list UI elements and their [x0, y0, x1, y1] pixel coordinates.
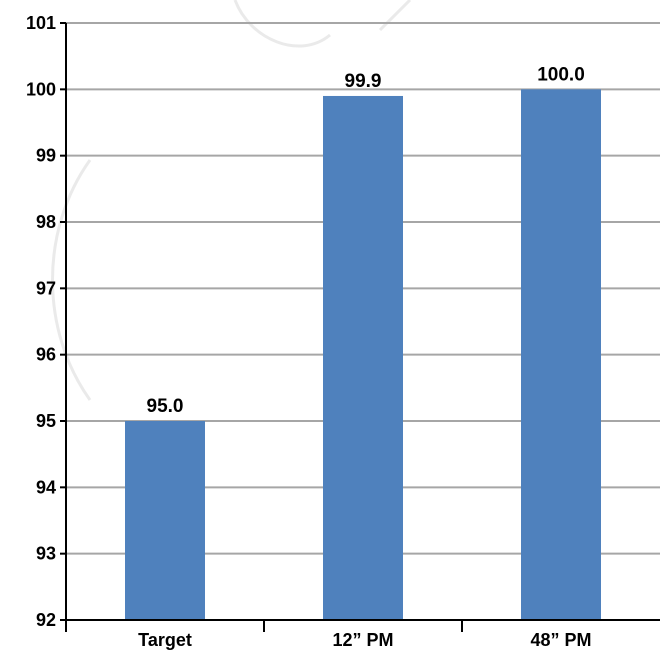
y-tick-label: 98 [36, 212, 56, 232]
y-tick-label: 97 [36, 278, 56, 298]
y-tick-label: 100 [26, 79, 56, 99]
y-tick-label: 101 [26, 13, 56, 33]
watermark [51, 0, 412, 401]
bar [323, 95, 403, 620]
y-tick-label: 99 [36, 146, 56, 166]
x-tick-label: Target [138, 630, 192, 650]
y-tick-label: 96 [36, 345, 56, 365]
data-labels: 95.0 99.9 100.0 [147, 64, 585, 417]
bar [521, 89, 601, 621]
data-label: 95.0 [147, 396, 184, 417]
y-tick-label: 92 [36, 610, 56, 630]
data-label: 99.9 [345, 71, 382, 92]
y-tick-label: 94 [36, 477, 56, 497]
x-tick-label: 12” PM [332, 630, 393, 650]
x-tick-label: 48” PM [530, 630, 591, 650]
bars [125, 89, 601, 621]
axes [60, 22, 660, 632]
y-tick-labels: 92 93 94 95 96 97 98 99 100 101 [26, 13, 56, 630]
bar [125, 421, 205, 620]
y-tick-label: 93 [36, 544, 56, 564]
y-tick-label: 95 [36, 411, 56, 431]
x-tick-labels: Target 12” PM 48” PM [138, 630, 591, 650]
data-label: 100.0 [537, 64, 585, 85]
